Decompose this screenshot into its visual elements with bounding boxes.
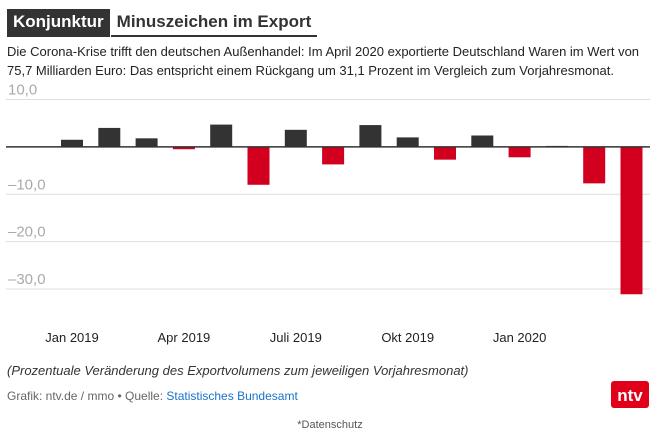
bar — [508, 146, 531, 158]
bar — [135, 138, 158, 147]
bar — [359, 125, 382, 147]
privacy-link[interactable]: *Datenschutz — [297, 419, 363, 431]
y-tick-label: –30,0 — [8, 271, 46, 288]
y-tick-label: –10,0 — [8, 176, 46, 193]
bar — [284, 129, 307, 147]
bar — [471, 135, 494, 147]
bar — [172, 146, 195, 150]
x-tick-label: Okt 2019 — [381, 330, 434, 345]
y-tick-label: 10,0 — [8, 81, 37, 98]
bar — [396, 137, 419, 147]
credit-line: Grafik: ntv.de / mmo • Quelle: Statistis… — [7, 389, 298, 403]
bar — [61, 139, 83, 147]
bar — [434, 146, 456, 160]
ntv-logo: ntv — [611, 381, 649, 408]
credit-prefix: Grafik: ntv.de / mmo • Quelle: — [7, 389, 167, 403]
intro-text: Die Corona-Krise trifft den deutschen Au… — [7, 44, 640, 78]
x-tick-label: Jan 2020 — [493, 330, 547, 345]
y-tick-label: –20,0 — [8, 224, 46, 241]
x-tick-label: Jan 2019 — [45, 330, 99, 345]
chart-headline: Minuszeichen im Export — [110, 9, 318, 37]
x-tick-label: Apr 2019 — [158, 330, 211, 345]
x-tick-label: Juli 2019 — [270, 330, 322, 345]
kicker-label: Konjunktur — [7, 9, 110, 37]
title-row: Konjunktur Minuszeichen im Export — [7, 9, 318, 37]
bar-chart: 10,0 –10,0 –20,0 –30,0 Jan 2019 Apr 2019 Juli … — [6, 81, 650, 345]
bar — [98, 127, 121, 147]
bar — [247, 146, 270, 185]
bar — [620, 146, 643, 295]
bar — [583, 146, 606, 184]
chart-note: (Prozentuale Veränderung des Exportvolum… — [7, 363, 469, 378]
source-link[interactable]: Statistisches Bundesamt — [166, 389, 298, 403]
bar — [322, 146, 345, 165]
logo-text: ntv — [617, 386, 643, 405]
bar — [210, 124, 233, 147]
